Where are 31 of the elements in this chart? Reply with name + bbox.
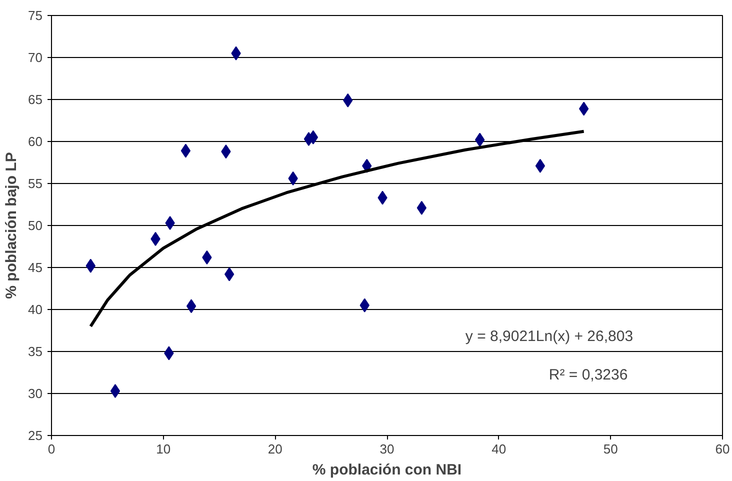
- x-tick-label: 40: [492, 442, 506, 456]
- annotation: R² = 0,3236: [548, 366, 628, 384]
- point: [308, 130, 318, 144]
- y-tick-label: 65: [28, 92, 43, 107]
- point: [180, 144, 191, 158]
- point: [110, 384, 120, 398]
- x-tick-label: 10: [156, 442, 171, 456]
- y-tick-label: 25: [28, 428, 43, 443]
- point: [186, 299, 196, 314]
- x-tick-label: 60: [715, 442, 730, 456]
- point: [578, 102, 589, 116]
- y-tick-label: 75: [28, 8, 43, 23]
- y-tick-label: 55: [28, 176, 43, 191]
- y-tick-label: 35: [28, 344, 43, 359]
- x-tick-label: 50: [603, 442, 618, 456]
- y-tick-label: 40: [28, 302, 43, 317]
- y-tick-label: 45: [28, 260, 43, 275]
- y-tick-label: 30: [28, 386, 43, 401]
- y-tick-label: 60: [28, 134, 43, 149]
- line-series: [89, 130, 586, 328]
- x-tick-label: 20: [268, 442, 282, 456]
- point: [474, 132, 485, 147]
- annotation: y = 8,9021Ln(x) + 26,803: [465, 328, 634, 345]
- y-tick-label: 70: [28, 50, 43, 65]
- y-axis-title: % población bajo LP: [3, 152, 20, 299]
- point: [535, 158, 546, 173]
- point: [224, 267, 234, 282]
- x-tick-label: 0: [48, 442, 56, 456]
- x-tick-label: 30: [380, 442, 394, 456]
- x-axis-title: % población con NBI: [312, 462, 462, 478]
- y-tick-label: 50: [28, 218, 43, 233]
